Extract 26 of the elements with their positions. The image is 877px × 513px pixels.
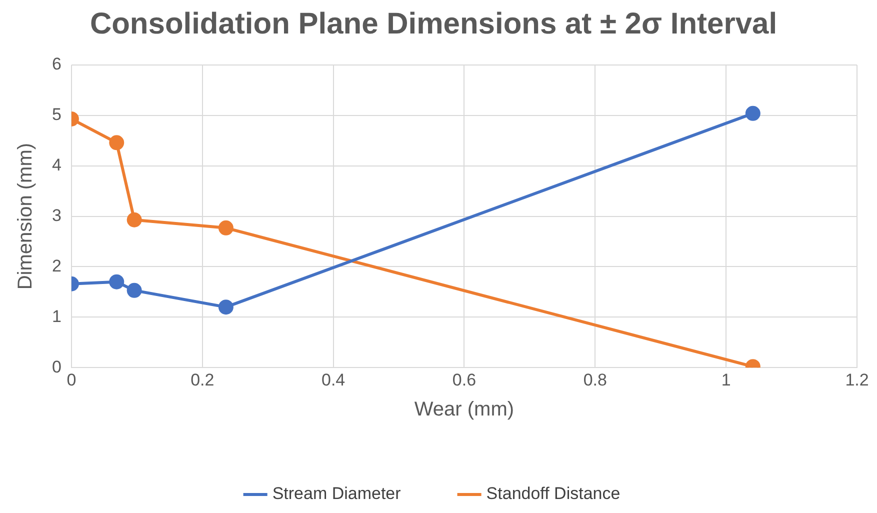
point (745, 106, 760, 121)
y-tick-label: 1 (52, 306, 62, 326)
y-axis-title: Dimension (mm) (14, 142, 37, 290)
legend-label: Stream Diameter (272, 484, 402, 504)
point (109, 135, 124, 150)
x-tick-label: 1 (721, 370, 731, 390)
chart-title: Consolidation Plane Dimensions at ± 2σ Interval (90, 7, 778, 40)
point (126, 282, 142, 298)
point (218, 300, 234, 315)
y-tick-label: 4 (52, 156, 62, 175)
y-tick-label: 3 (52, 206, 62, 225)
y-tick-label: 6 (52, 54, 62, 74)
x-tick-label: 0.6 (452, 370, 476, 390)
point (218, 220, 234, 236)
x-tick-label: 0.2 (190, 370, 214, 390)
y-tick-label: 5 (52, 105, 62, 124)
x-tick-label: 1.2 (845, 370, 869, 390)
x-tick-label: 0 (66, 370, 76, 390)
legend-label: Standoff Distance (486, 484, 620, 504)
x-tick-label: 0.4 (321, 370, 346, 390)
y-tick-label: 2 (52, 256, 62, 276)
point (126, 212, 142, 228)
point (109, 274, 124, 290)
x-tick-label: 0.8 (583, 370, 607, 390)
y-tick-label: 0 (52, 357, 62, 376)
x-axis-title: Wear (mm) (414, 398, 514, 421)
